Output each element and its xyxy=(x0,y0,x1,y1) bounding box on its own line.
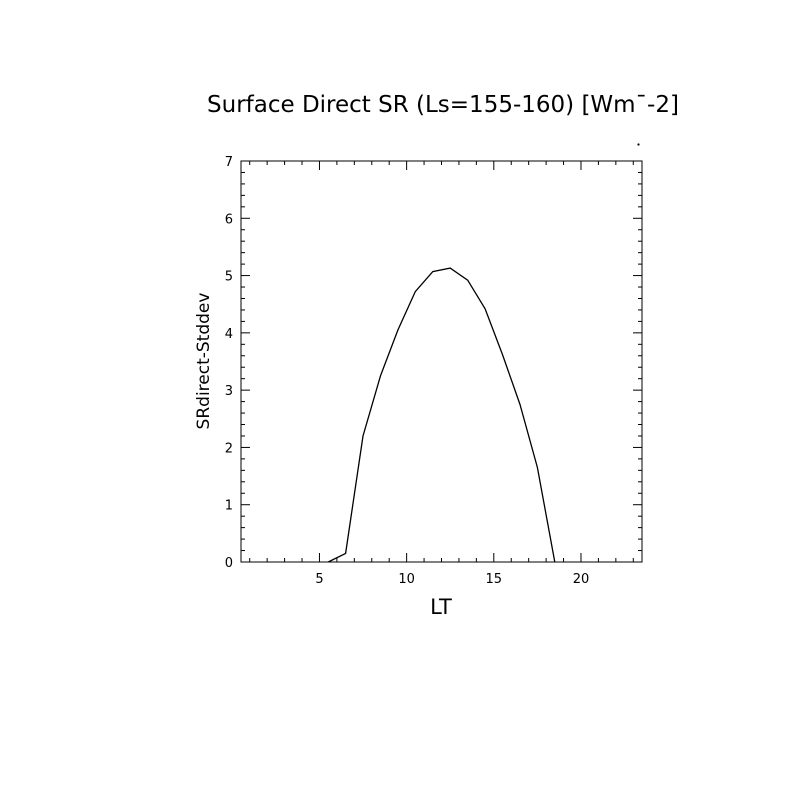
y-tick-label: 2 xyxy=(225,441,233,456)
corner-dot xyxy=(637,143,640,146)
y-tick-label: 6 xyxy=(225,212,233,227)
x-tick-label: 5 xyxy=(315,572,323,587)
y-axis-label: SRdirect-Stddev xyxy=(194,293,214,430)
plot-frame xyxy=(240,160,643,563)
x-tick-label: 20 xyxy=(573,572,590,587)
series-line xyxy=(327,267,556,563)
y-tick-label: 3 xyxy=(225,384,233,399)
y-tick-label: 5 xyxy=(225,270,233,285)
y-tick-label: 4 xyxy=(225,327,233,342)
x-axis: 5 10 15 20 xyxy=(249,161,634,587)
y-tick-label: 0 xyxy=(225,556,233,571)
y-axis: 0 1 2 3 4 5 6 7 xyxy=(225,155,642,571)
y-tick-label: 1 xyxy=(225,499,233,514)
x-tick-label: 15 xyxy=(486,572,503,587)
y-tick-label: 7 xyxy=(225,155,233,170)
x-tick-label: 10 xyxy=(398,572,415,587)
chart-title: Surface Direct SR (Ls=155-160) [Wm¯-2] xyxy=(207,92,679,118)
x-axis-label: LT xyxy=(430,595,452,619)
